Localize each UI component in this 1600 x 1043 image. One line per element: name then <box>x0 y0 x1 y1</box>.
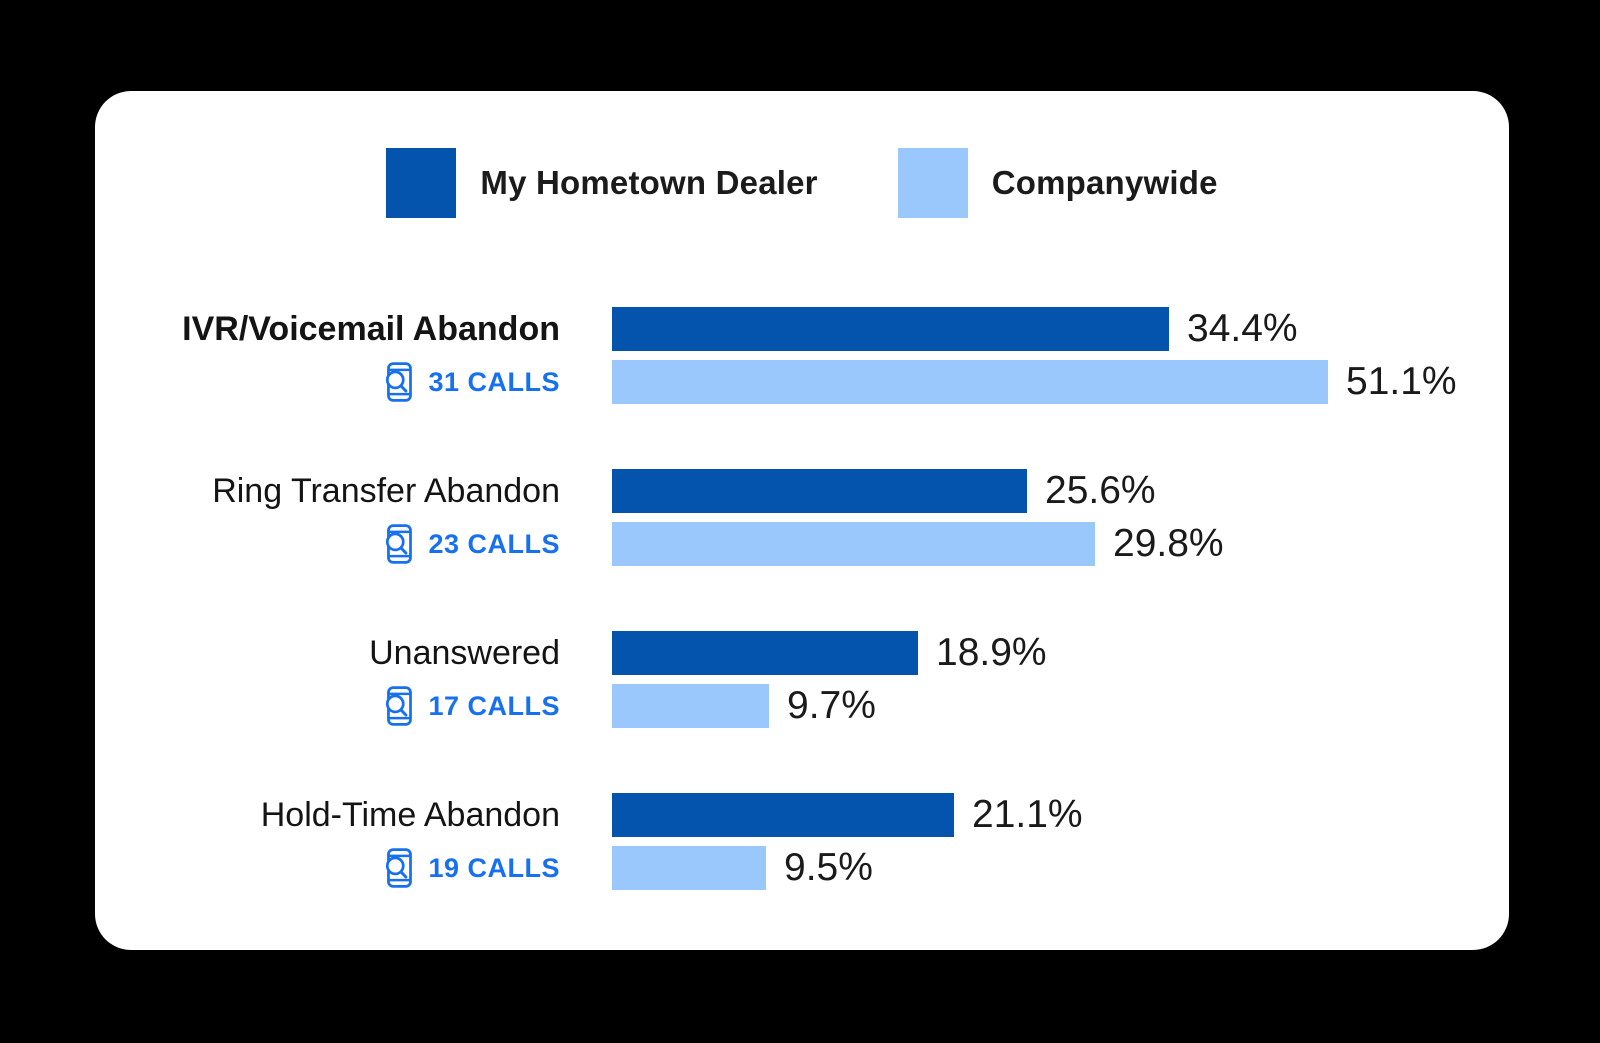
category-label: Unanswered <box>369 633 560 672</box>
dealer-bar <box>612 469 1027 513</box>
legend-label-dealer: My Hometown Dealer <box>480 164 818 201</box>
chart-legend: My Hometown Dealer Companywide <box>95 148 1509 218</box>
calls-link[interactable]: 31 CALLS <box>384 361 560 403</box>
legend-label-companywide: Companywide <box>991 164 1218 201</box>
companywide-value-label: 9.5% <box>784 846 873 889</box>
phone-search-icon <box>384 523 416 565</box>
chart-row-unanswered: Unanswered 18.9% <box>95 631 1509 728</box>
companywide-value-label: 29.8% <box>1113 522 1224 565</box>
dealer-value-label: 34.4% <box>1187 307 1298 350</box>
legend-item-dealer: My Hometown Dealer <box>386 148 818 218</box>
report-card: My Hometown Dealer Companywide IVR/Voice… <box>95 91 1509 950</box>
legend-swatch-companywide <box>897 148 968 218</box>
chart-row-hold-time-abandon: Hold-Time Abandon 21.1% <box>95 793 1509 890</box>
calls-link[interactable]: 17 CALLS <box>384 685 560 727</box>
phone-search-icon <box>384 685 416 727</box>
calls-link-label: 17 CALLS <box>428 690 560 721</box>
legend-swatch-dealer <box>386 148 457 218</box>
dealer-bar <box>612 307 1169 351</box>
companywide-bar <box>612 684 769 728</box>
category-label: IVR/Voicemail Abandon <box>182 309 560 348</box>
companywide-value-label: 9.7% <box>787 684 876 727</box>
calls-link-label: 19 CALLS <box>428 852 560 883</box>
calls-link-label: 23 CALLS <box>428 528 560 559</box>
calls-link-label: 31 CALLS <box>428 366 560 397</box>
dealer-value-label: 25.6% <box>1045 469 1156 512</box>
companywide-bar <box>612 846 766 890</box>
category-label: Ring Transfer Abandon <box>212 471 560 510</box>
companywide-bar <box>612 522 1095 566</box>
dealer-bar <box>612 793 954 837</box>
companywide-value-label: 51.1% <box>1346 360 1457 403</box>
dealer-value-label: 18.9% <box>936 631 1047 674</box>
companywide-bar <box>612 360 1328 404</box>
category-label: Hold-Time Abandon <box>260 795 560 834</box>
chart-row-ring-transfer-abandon: Ring Transfer Abandon 25.6% <box>95 469 1509 566</box>
legend-item-companywide: Companywide <box>897 148 1218 218</box>
calls-link[interactable]: 19 CALLS <box>384 847 560 889</box>
chart-row-ivr-voicemail-abandon: IVR/Voicemail Abandon 34.4% <box>95 307 1509 404</box>
phone-search-icon <box>384 847 416 889</box>
dealer-bar <box>612 631 918 675</box>
calls-link[interactable]: 23 CALLS <box>384 523 560 565</box>
phone-search-icon <box>384 361 416 403</box>
bar-chart: IVR/Voicemail Abandon 34.4% <box>95 307 1509 890</box>
dealer-value-label: 21.1% <box>972 793 1083 836</box>
